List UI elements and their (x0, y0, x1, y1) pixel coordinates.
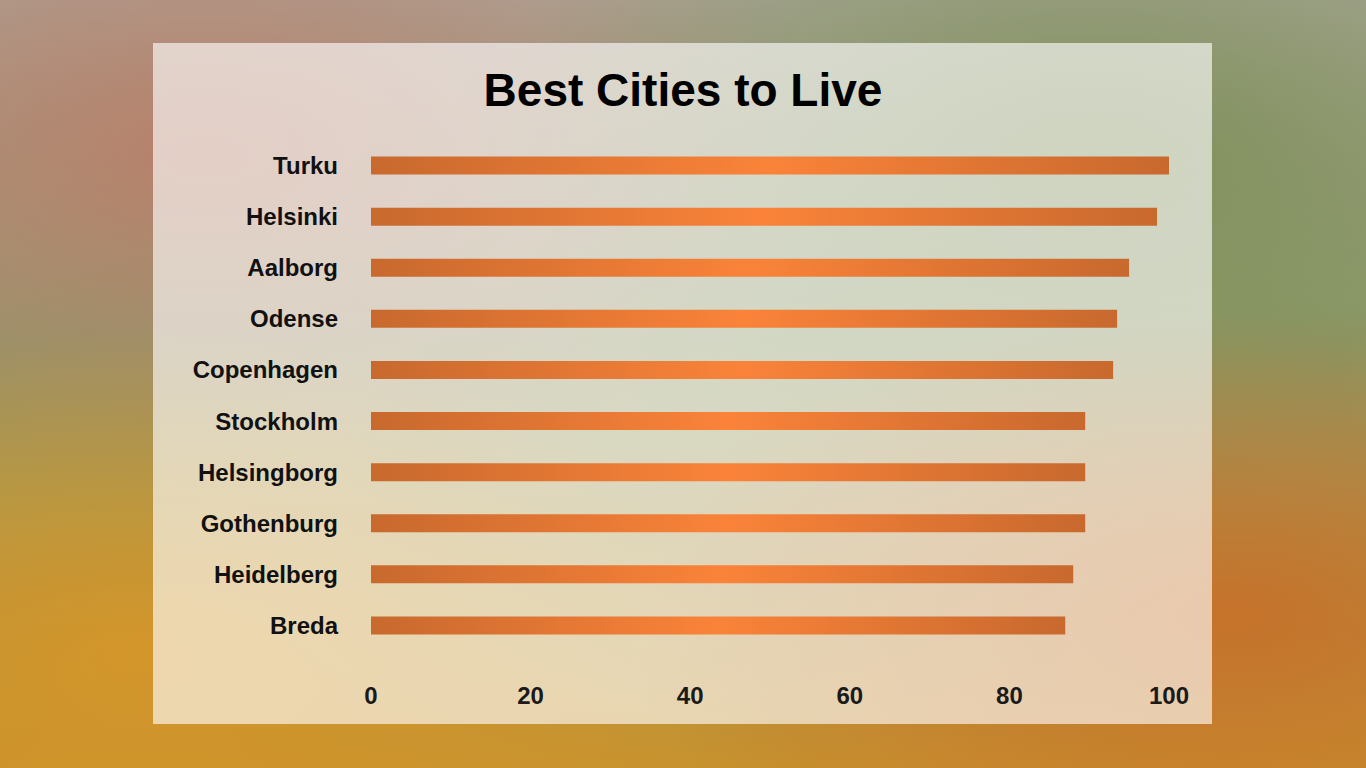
svg-text:Best Cities to Live: Best Cities to Live (484, 64, 883, 116)
svg-text:Heidelberg: Heidelberg (214, 561, 338, 588)
svg-text:Helsingborg: Helsingborg (198, 459, 338, 486)
svg-text:60: 60 (836, 682, 863, 709)
svg-text:Gothenburg: Gothenburg (201, 510, 338, 537)
svg-text:0: 0 (364, 682, 377, 709)
svg-text:Helsinki: Helsinki (246, 203, 338, 230)
svg-text:40: 40 (677, 682, 704, 709)
svg-text:Odense: Odense (250, 305, 338, 332)
svg-text:20: 20 (517, 682, 544, 709)
svg-text:Aalborg: Aalborg (247, 254, 338, 281)
svg-text:Stockholm: Stockholm (215, 408, 338, 435)
svg-text:Copenhagen: Copenhagen (193, 356, 338, 383)
svg-text:Turku: Turku (273, 152, 338, 179)
svg-text:100: 100 (1149, 682, 1189, 709)
svg-text:Breda: Breda (270, 612, 339, 639)
svg-text:80: 80 (996, 682, 1023, 709)
